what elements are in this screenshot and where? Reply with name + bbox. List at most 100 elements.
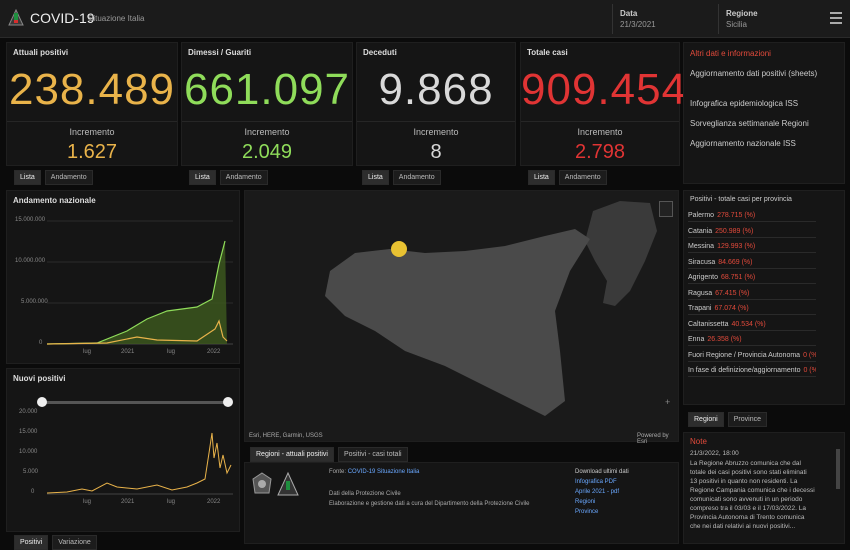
map-layers-icon[interactable] bbox=[659, 201, 673, 217]
range-slider-track[interactable] bbox=[41, 401, 229, 404]
y-tick: 15.000.000 bbox=[15, 217, 46, 223]
source-link[interactable]: COVID-19 Situazione Italia bbox=[347, 469, 420, 475]
map-attribution: Powered by Esri bbox=[637, 433, 669, 445]
card-increment-value: 2.798 bbox=[574, 141, 626, 163]
covid-logo-icon bbox=[8, 9, 24, 26]
province-name: Agrigento bbox=[688, 274, 718, 281]
divider bbox=[718, 4, 719, 34]
province-row[interactable]: Palermo 278.715 (%) bbox=[688, 209, 816, 222]
province-value: 84.669 (%) bbox=[718, 258, 753, 266]
x-tick: 2021 bbox=[121, 349, 135, 355]
region-value[interactable]: Sicilia bbox=[726, 20, 747, 29]
new-chart-tabs: Positivi Variazione bbox=[14, 535, 97, 550]
region-label: Regione bbox=[726, 9, 758, 18]
notes-scrollbar[interactable] bbox=[836, 449, 840, 489]
source-label: Fonte: bbox=[329, 469, 347, 475]
province-name: Catania bbox=[688, 227, 713, 235]
province-name: Siracusa bbox=[688, 258, 716, 266]
card-title: Deceduti bbox=[363, 48, 397, 57]
tab-lista[interactable]: Lista bbox=[189, 170, 216, 185]
links-panel: Altri dati e informazioni Aggiornamento … bbox=[683, 42, 845, 184]
province-name: Messina bbox=[688, 243, 715, 250]
notes-text: La Regione Abruzzo comunica che dal tota… bbox=[690, 460, 815, 530]
notes-title: Note bbox=[690, 437, 707, 446]
map-panel[interactable]: + Esri, HERE, Garmin, USGS Powered by Es… bbox=[244, 190, 680, 445]
map-zoom-icon[interactable]: + bbox=[665, 397, 671, 407]
province-row[interactable]: Messina 129.993 (%) bbox=[688, 240, 816, 253]
province-value: 129.993 (%) bbox=[717, 243, 756, 250]
download-link[interactable]: Province bbox=[575, 509, 599, 515]
card-increment-label: Incremento bbox=[577, 127, 623, 137]
y-tick: 5.000.000 bbox=[21, 299, 48, 305]
download-title: Download ultimi dati bbox=[575, 469, 629, 475]
tab-regioni[interactable]: Regioni bbox=[688, 412, 724, 427]
map-canvas[interactable] bbox=[245, 191, 680, 443]
provinces-tabs: Regioni Province bbox=[688, 412, 767, 427]
tab-andamento[interactable]: Andamento bbox=[392, 170, 441, 185]
province-row[interactable]: Ragusa 67.415 (%) bbox=[688, 287, 816, 300]
link-item[interactable]: Aggiornamento dati positivi (sheets) bbox=[690, 69, 818, 78]
card-tabs: Lista Andamento bbox=[14, 170, 93, 185]
tab-lista[interactable]: Lista bbox=[14, 170, 41, 185]
x-tick: 2022 bbox=[207, 499, 221, 505]
range-slider-handle-right[interactable] bbox=[223, 397, 233, 407]
tab-lista[interactable]: Lista bbox=[362, 170, 389, 185]
province-row[interactable]: Caltanissetta 40.534 (%) bbox=[688, 318, 816, 331]
notes-panel: Note 21/3/2022, 18:00 La Regione Abruzzo… bbox=[683, 432, 845, 544]
tab-positivi[interactable]: Positivi bbox=[14, 535, 49, 550]
province-value: 250.989 (%) bbox=[715, 227, 754, 235]
link-item[interactable]: Infografica epidemiologica ISS bbox=[690, 99, 799, 108]
card-increment-label: Incremento bbox=[413, 127, 459, 137]
province-value: 67.415 (%) bbox=[715, 289, 750, 297]
new-chart-title: Nuovi positivi bbox=[13, 374, 66, 383]
card-title: Dimessi / Guariti bbox=[188, 48, 252, 57]
province-row[interactable]: Siracusa 84.669 (%) bbox=[688, 256, 816, 269]
card-totale-casi: Totale casi 909.454 Incremento 2.798 bbox=[520, 42, 688, 166]
date-label: Data bbox=[620, 9, 638, 18]
tab-lista[interactable]: Lista bbox=[528, 170, 555, 185]
province-value: 0 (%) bbox=[803, 351, 816, 359]
date-value[interactable]: 21/3/2021 bbox=[620, 20, 656, 29]
link-item[interactable]: Aggiornamento nazionale ISS bbox=[690, 139, 796, 148]
tab-variazione[interactable]: Variazione bbox=[52, 535, 97, 550]
y-tick: 10.000.000 bbox=[15, 258, 46, 264]
card-tabs: Lista Andamento bbox=[362, 170, 441, 185]
range-slider-handle-left[interactable] bbox=[37, 397, 47, 407]
province-value: 278.715 (%) bbox=[717, 212, 756, 219]
app-title: COVID-19 bbox=[30, 10, 95, 26]
card-deceduti: Deceduti 9.868 Incremento 8 bbox=[356, 42, 516, 166]
province-row[interactable]: Agrigento 68.751 (%) bbox=[688, 271, 816, 284]
x-tick: 2021 bbox=[121, 499, 135, 505]
card-value: 909.454 bbox=[521, 65, 688, 114]
tab-regioni-attuali-positivi[interactable]: Regioni - attuali positivi bbox=[250, 447, 334, 462]
card-increment-label: Incremento bbox=[69, 127, 115, 137]
province-name: Enna bbox=[688, 336, 705, 343]
location-marker bbox=[391, 241, 407, 257]
province-row[interactable]: Trapani 67.074 (%) bbox=[688, 302, 816, 315]
download-link[interactable]: Aprile 2021 - pdf bbox=[575, 489, 620, 495]
download-link[interactable]: Regioni bbox=[575, 499, 596, 505]
x-tick: lug bbox=[83, 499, 92, 505]
y-tick: 15.000 bbox=[19, 429, 38, 435]
calabria-landmass bbox=[585, 201, 657, 306]
download-link[interactable]: Infografica PDF bbox=[575, 479, 617, 485]
provinces-panel: Positivi - totale casi per provincia Pal… bbox=[683, 190, 845, 405]
app-header: COVID-19 Situazione Italia Data 21/3/202… bbox=[0, 0, 850, 38]
link-item[interactable]: Sorveglianza settimanale Regioni bbox=[690, 119, 809, 128]
tab-andamento[interactable]: Andamento bbox=[558, 170, 607, 185]
province-row[interactable]: Enna 26.358 (%) bbox=[688, 333, 816, 346]
y-tick: 20.000 bbox=[19, 409, 38, 415]
tab-andamento[interactable]: Andamento bbox=[44, 170, 93, 185]
tab-province[interactable]: Province bbox=[727, 412, 767, 427]
tab-positivi-casi-totali[interactable]: Positivi - casi totali bbox=[337, 447, 408, 462]
protezione-civile-logo-icon bbox=[277, 471, 299, 496]
card-attuali-positivi: Attuali positivi 238.489 Incremento 1.62… bbox=[6, 42, 178, 166]
tab-andamento[interactable]: Andamento bbox=[219, 170, 268, 185]
menu-icon[interactable] bbox=[830, 12, 842, 27]
divider bbox=[612, 4, 613, 34]
source-elaborazione: Elaborazione e gestione dati a cura del … bbox=[329, 501, 530, 507]
province-row[interactable]: Catania 250.989 (%) bbox=[688, 225, 816, 238]
province-name: Palermo bbox=[688, 212, 715, 219]
